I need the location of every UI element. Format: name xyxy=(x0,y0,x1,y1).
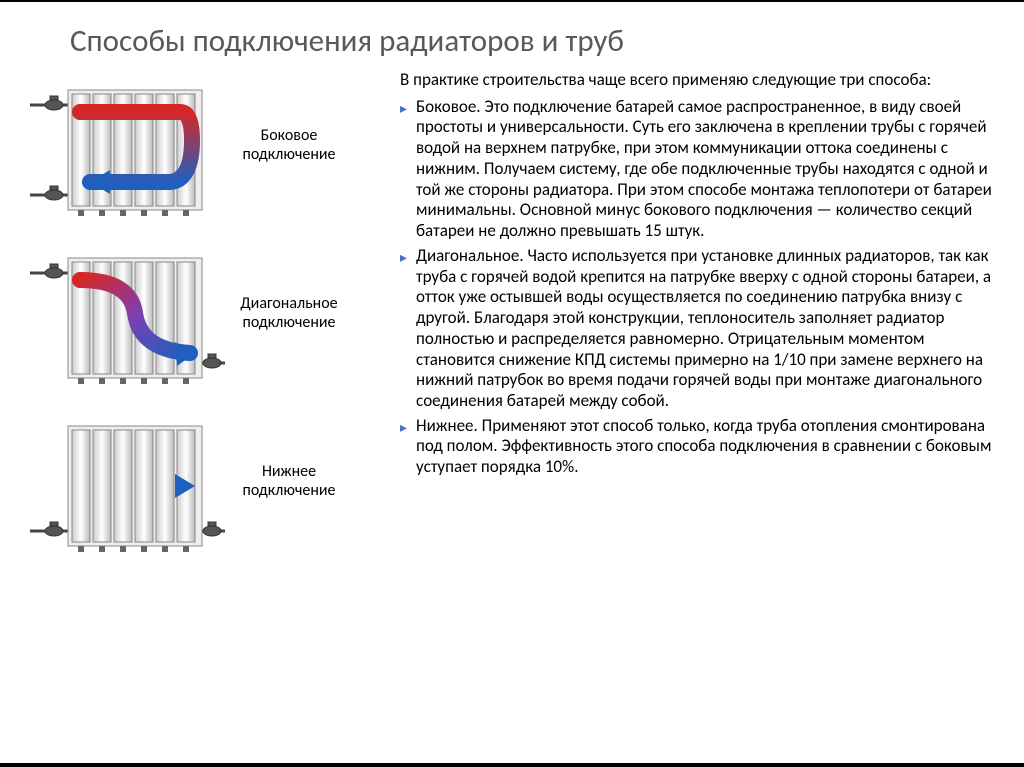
bullet-text: Диагональное. Часто используется при уст… xyxy=(416,246,994,412)
bullet-marker-icon: ▸ xyxy=(400,246,416,412)
radiator-side xyxy=(30,70,225,220)
bullet-item: ▸ Боковое. Это подключение батарей самое… xyxy=(400,97,994,242)
bullet-marker-icon: ▸ xyxy=(400,97,416,242)
radiator-diagonal-svg xyxy=(30,238,225,388)
slide-title: Способы подключения радиаторов и труб xyxy=(70,22,994,60)
radiator-bottom xyxy=(30,406,225,556)
radiator-diagonal xyxy=(30,238,225,388)
bullet-item: ▸ Нижнее. Применяют этот способ только, … xyxy=(400,416,994,478)
bullet-marker-icon: ▸ xyxy=(400,416,416,478)
bullet-text: Боковое. Это подключение батарей самое р… xyxy=(416,97,994,242)
diagram-bottom: Нижнее подключение xyxy=(30,406,360,556)
diagram-diagonal: Диагональное подключение xyxy=(30,238,360,388)
content-row: Боковое подключение xyxy=(30,70,994,574)
diagrams-column: Боковое подключение xyxy=(30,70,360,574)
text-column: В практике строительства чаще всего прим… xyxy=(370,70,994,574)
bullet-text: Нижнее. Применяют этот способ только, ко… xyxy=(416,416,994,478)
slide: Способы подключения радиаторов и труб xyxy=(0,0,1024,767)
bullet-item: ▸ Диагональное. Часто используется при у… xyxy=(400,246,994,412)
radiator-side-svg xyxy=(30,70,225,220)
intro-text: В практике строительства чаще всего прим… xyxy=(400,70,994,91)
diagram-side: Боковое подключение xyxy=(30,70,360,220)
radiator-bottom-svg xyxy=(30,406,225,556)
diagram-diagonal-label: Диагональное подключение xyxy=(229,294,349,332)
diagram-bottom-label: Нижнее подключение xyxy=(229,462,349,500)
diagram-side-label: Боковое подключение xyxy=(229,126,349,164)
